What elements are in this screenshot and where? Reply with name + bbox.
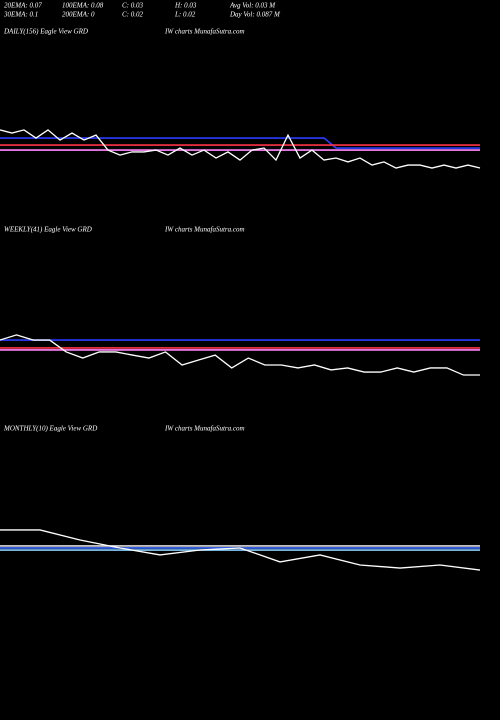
price-line (0, 529, 481, 571)
panel-title: DAILY(156) Eagle View GRD (3, 28, 88, 36)
header-stat: 100EMA: 0.08 (62, 2, 104, 10)
panel-title: WEEKLY(41) Eagle View GRD (4, 226, 92, 234)
price-line (0, 334, 480, 376)
header-stat: Day Vol: 0.087 M (229, 11, 281, 19)
header-stat: 200EMA: 0 (62, 11, 95, 19)
header-stat: H: 0.03 (174, 2, 197, 10)
watermark: IW charts MunafaSutra.com (164, 425, 245, 433)
header-stat: 20EMA: 0.07 (4, 2, 42, 10)
header-stat: L: 0.02 (174, 11, 196, 19)
price-line (0, 129, 481, 169)
header-stat: 30EMA: 0.1 (3, 11, 38, 19)
watermark: IW charts MunafaSutra.com (164, 28, 245, 36)
price-line (0, 137, 480, 149)
header-stat: C: 0.02 (122, 11, 144, 19)
header-stat: Avg Vol: 0.03 M (229, 2, 276, 10)
watermark: IW charts MunafaSutra.com (164, 226, 245, 234)
header-stat: C: 0.03 (122, 2, 144, 10)
panel-title: MONTHLY(10) Eagle View GRD (3, 425, 97, 433)
